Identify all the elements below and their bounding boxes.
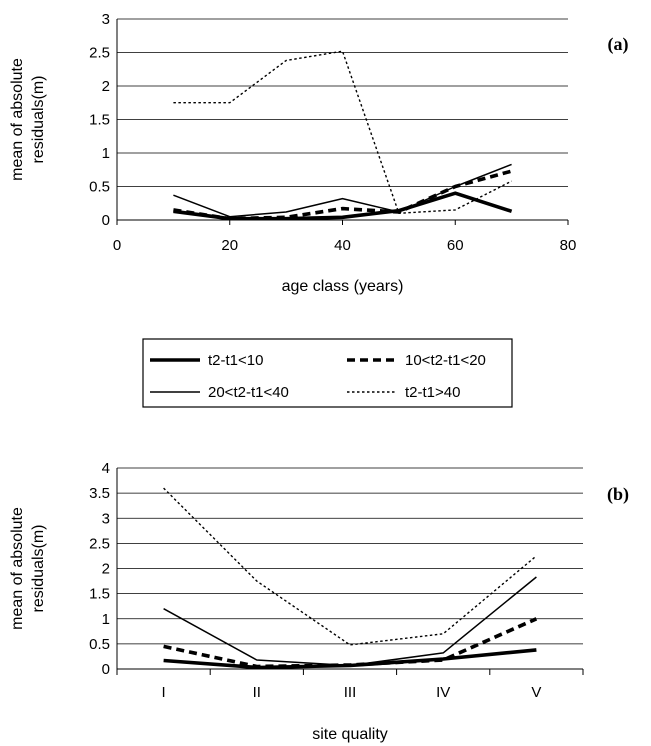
legend: t2-t1<10 10<t2-t1<20 20<t2-t1<40 t2-t1>40: [142, 338, 513, 408]
chart-a-y-axis-title-line2: residuals(m): [30, 75, 47, 163]
y-tick-label: 2.5: [89, 45, 110, 62]
series-line-20-t2-t1-40: [163, 576, 537, 667]
series-line-t2-t1-40: [173, 50, 512, 215]
x-tick-label: 60: [447, 237, 464, 254]
x-tick-label: 20: [221, 237, 238, 254]
chart-b-axes: [116, 468, 584, 675]
legend-label-20-t2-t1-40: 20<t2-t1<40: [208, 384, 289, 401]
legend-label-t2-t1-10: t2-t1<10: [208, 352, 263, 369]
x-tick-label: 0: [113, 237, 121, 254]
x-tick-label: 40: [334, 237, 351, 254]
chart-b-y-axis-title-line2: residuals(m): [30, 524, 47, 612]
y-tick-label: 4: [102, 460, 110, 477]
chart-b-series: [163, 487, 538, 670]
chart-b-y-axis-title-line1: mean of absolute: [9, 507, 26, 630]
series-line-20-t2-t1-40: [173, 163, 512, 218]
y-tick-label: 1: [102, 145, 110, 162]
x-tick-label: IV: [436, 684, 450, 701]
series-line-10-t2-t1-20: [163, 617, 538, 669]
chart-b-y-tick-labels: 0 0.5 1 1.5 2 2.5 3 3.5 4: [89, 460, 110, 678]
series-line-t2-t1-40: [163, 487, 537, 646]
chart-a-y-axis-title-line1: mean of absolute: [9, 58, 26, 181]
y-tick-label: 3: [102, 11, 110, 28]
y-tick-label: 2: [102, 78, 110, 95]
legend-label-10-t2-t1-20: 10<t2-t1<20: [405, 352, 486, 369]
y-tick-label: 2.5: [89, 535, 110, 552]
x-tick-label: II: [253, 684, 261, 701]
legend-label-t2-t1-40: t2-t1>40: [405, 384, 460, 401]
y-tick-label: 3.5: [89, 485, 110, 502]
legend-box: [142, 338, 513, 408]
x-tick-label: 80: [560, 237, 577, 254]
y-tick-label: 0: [102, 661, 110, 678]
y-tick-label: 0.5: [89, 636, 110, 653]
chart-b: 00.511.522.533.54 I II III IV V mean of abso…: [9, 460, 629, 743]
chart-a-panel-label: (a): [608, 34, 629, 55]
legend-items: t2-t1<10 10<t2-t1<20 20<t2-t1<40 t2-t1>40: [150, 352, 486, 401]
chart-b-x-axis-title: site quality: [312, 726, 388, 743]
chart-a-x-tick-labels: 0 20 40 60 80: [113, 237, 577, 254]
y-tick-label: 0: [102, 212, 110, 229]
chart-a-axes: [116, 19, 569, 225]
x-tick-label: V: [531, 684, 541, 701]
chart-b-x-tick-labels: I II III IV V: [162, 684, 542, 701]
y-tick-label: 1.5: [89, 112, 110, 129]
x-tick-label: I: [162, 684, 166, 701]
y-tick-label: 2: [102, 561, 110, 578]
y-tick-label: 1: [102, 611, 110, 628]
y-tick-label: 1.5: [89, 586, 110, 603]
chart-a: 0 0.5 1 1.5 2 2.5 3 0 20 40 60 80 mean of absolute…: [9, 11, 629, 295]
y-tick-label: 0.5: [89, 179, 110, 196]
y-tick-label: 3: [102, 510, 110, 527]
chart-b-gridlines: [117, 467, 583, 645]
x-tick-label: III: [344, 684, 357, 701]
chart-b-panel-label: (b): [607, 484, 629, 505]
chart-a-y-tick-labels: 0 0.5 1 1.5 2 2.5 3: [89, 11, 110, 229]
chart-a-series: [173, 50, 513, 221]
chart-a-x-axis-title: age class (years): [282, 278, 404, 295]
